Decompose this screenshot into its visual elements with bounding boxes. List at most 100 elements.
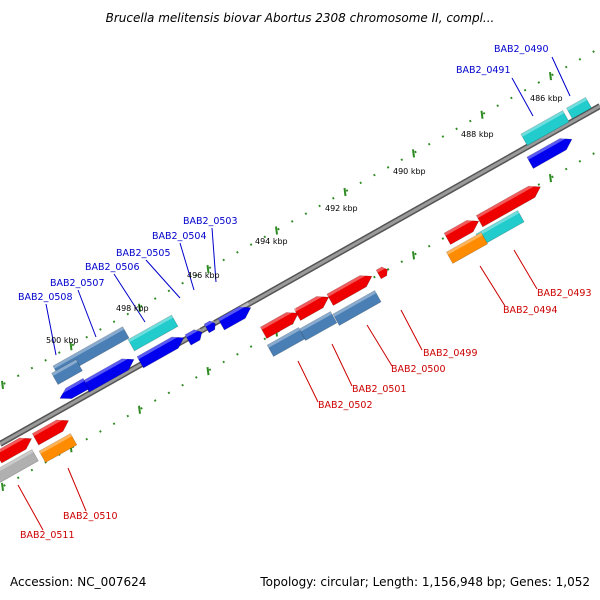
track-dot xyxy=(537,81,541,84)
gene-label[interactable]: BAB2_0499 xyxy=(423,348,478,359)
gene-label[interactable]: BAB2_0494 xyxy=(503,305,558,316)
kbp-labels: 486 kbp 488 kbp 490 kbp 492 kbp 494 kbp … xyxy=(46,94,563,345)
track-dot xyxy=(85,437,88,441)
track-dot xyxy=(551,175,554,179)
track-dot xyxy=(126,312,130,316)
gene-label[interactable]: BAB2_0501 xyxy=(352,384,407,395)
track-tick xyxy=(206,366,210,376)
gene-arrow xyxy=(136,332,185,369)
leader-line xyxy=(551,56,571,97)
backbone xyxy=(0,103,600,447)
gene-highlight xyxy=(444,215,477,236)
gene-body xyxy=(475,185,541,228)
track-dot xyxy=(373,275,376,279)
gene-label[interactable]: BAB2_0491 xyxy=(456,65,511,76)
gene-label[interactable]: BAB2_0511 xyxy=(20,530,75,541)
track-dot xyxy=(153,399,157,402)
track-dot xyxy=(85,335,88,339)
gene-arrow xyxy=(0,433,33,464)
track-dot xyxy=(112,422,116,426)
gene-highlight xyxy=(52,326,125,369)
gene-arrow xyxy=(475,181,541,228)
label-leaders xyxy=(17,56,571,531)
track-dot xyxy=(332,196,335,200)
gene-highlight xyxy=(267,327,300,348)
track-dot xyxy=(290,220,294,223)
track-dot xyxy=(167,391,171,395)
gene-label[interactable]: BAB2_0507 xyxy=(50,278,105,289)
leader-line xyxy=(17,484,44,531)
gene-highlight xyxy=(520,110,565,137)
gene-label[interactable]: BAB2_0503 xyxy=(183,216,238,227)
gene-body xyxy=(38,433,78,463)
track-dot xyxy=(592,50,595,53)
gene-highlight xyxy=(0,449,34,474)
track-dot xyxy=(3,484,6,487)
track-dot xyxy=(181,383,184,387)
kbp-label: 500 kbp xyxy=(46,336,79,345)
gene-highlight xyxy=(260,307,297,330)
gene-label[interactable]: BAB2_0505 xyxy=(116,248,171,259)
gene-label[interactable]: BAB2_0504 xyxy=(152,231,207,242)
genome-summary-text: Topology: circular; Length: 1,156,948 bp… xyxy=(259,575,590,589)
track-tick xyxy=(206,264,210,274)
gene-arrow xyxy=(566,96,592,120)
track-dot xyxy=(441,135,445,138)
track-dot xyxy=(277,227,280,231)
track-dot xyxy=(222,360,225,364)
track-dot xyxy=(496,104,499,107)
track-dot xyxy=(112,320,116,324)
gene-arrow xyxy=(184,326,203,346)
track-dot xyxy=(400,260,404,263)
forward-gene-labels: BAB2_0490 BAB2_0491 BAB2_0503 BAB2_0504 … xyxy=(18,44,549,303)
gene-label[interactable]: BAB2_0510 xyxy=(63,511,118,522)
track-dot xyxy=(30,468,34,472)
gene-body xyxy=(31,419,70,446)
gene-label[interactable]: BAB2_0490 xyxy=(494,44,549,55)
gene-body xyxy=(332,290,382,326)
gene-highlight xyxy=(475,210,520,237)
track-tick xyxy=(275,226,278,235)
track-tick xyxy=(412,149,415,158)
track-dot xyxy=(167,289,171,293)
gene-arrow xyxy=(127,314,179,352)
track-dot xyxy=(345,189,349,192)
track-tick xyxy=(69,342,73,351)
track-dot xyxy=(304,212,308,216)
gene-body xyxy=(293,296,330,321)
leader-line xyxy=(331,343,353,387)
track-dot xyxy=(537,183,541,186)
gene-highlight xyxy=(294,291,327,312)
gene-arrow xyxy=(259,307,299,339)
track-dot xyxy=(318,204,321,208)
track-tick xyxy=(412,251,415,260)
track-dot xyxy=(222,258,225,262)
kbp-label: 494 kbp xyxy=(255,237,288,246)
leader-line xyxy=(179,242,195,291)
gene-arrow xyxy=(82,353,135,393)
gene-label[interactable]: BAB2_0502 xyxy=(318,400,373,411)
track-dot xyxy=(16,374,20,378)
track-dot xyxy=(386,166,390,169)
gene-arrow xyxy=(217,301,252,331)
gene-body xyxy=(82,358,135,393)
gene-label[interactable]: BAB2_0508 xyxy=(18,292,73,303)
track-dot xyxy=(592,152,595,155)
leader-line xyxy=(67,467,87,512)
accession-text: Accession: NC_007624 xyxy=(10,575,146,589)
leader-line xyxy=(145,259,181,299)
track-dot xyxy=(263,235,267,239)
track-tick xyxy=(138,303,141,312)
gene-label[interactable]: BAB2_0493 xyxy=(537,288,592,299)
track-dot xyxy=(44,358,47,362)
gene-body xyxy=(326,275,373,306)
gene-body xyxy=(520,110,570,146)
track-dot xyxy=(30,366,34,370)
gene-body xyxy=(136,336,185,369)
gene-label[interactable]: BAB2_0506 xyxy=(85,262,140,273)
kbp-label: 492 kbp xyxy=(325,204,358,213)
gene-label[interactable]: BAB2_0500 xyxy=(391,364,446,375)
track-dot xyxy=(373,173,376,177)
track-tick xyxy=(549,174,552,183)
gene-body xyxy=(217,306,252,331)
